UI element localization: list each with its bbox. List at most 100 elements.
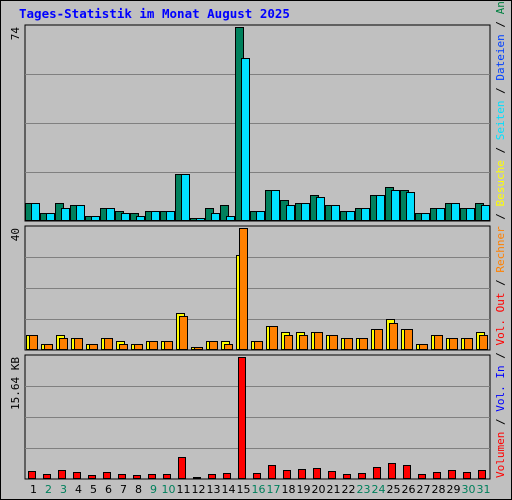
tick-label-day: 25: [387, 483, 401, 496]
bar-rechner-day-12: [194, 347, 203, 350]
legend-anfragen: Anfragen: [494, 0, 507, 14]
legend-rechner: Rechner: [494, 226, 507, 273]
bar-volumen-day-16: [253, 473, 261, 479]
bar-seiten-day-21: [331, 205, 340, 221]
bar-seiten-day-12: [196, 218, 205, 221]
tick-label-day: 13: [207, 483, 221, 496]
tick-label-day: 5: [90, 483, 97, 496]
bar-seiten-day-19: [301, 203, 310, 221]
bar-seiten-day-9: [151, 211, 160, 221]
tick-label-day: 16: [252, 483, 266, 496]
tick-label-day: 11: [177, 483, 191, 496]
tick-label-day: 20: [312, 483, 326, 496]
bar-rechner-day-7: [119, 344, 128, 350]
bar-seiten-day-14: [226, 216, 235, 221]
scale-label: 40: [9, 228, 22, 241]
bar-seiten-day-2: [46, 213, 55, 221]
bar-rechner-day-26: [404, 329, 413, 350]
bar-volumen-day-27: [418, 474, 426, 479]
bar-volumen-day-29: [448, 470, 456, 479]
bar-volumen-day-22: [343, 474, 351, 479]
bar-rechner-day-18: [284, 335, 293, 350]
bar-volumen-day-3: [58, 470, 66, 479]
tick-label-day: 18: [282, 483, 296, 496]
tick-label-day: 2: [45, 483, 52, 496]
bar-volumen-day-5: [88, 475, 96, 479]
legend-separator: /: [494, 206, 507, 226]
bar-rechner-day-22: [344, 338, 353, 350]
legend-volumen: Volumen: [494, 432, 507, 478]
bar-seiten-day-23: [361, 208, 370, 221]
tick-label-day: 30: [462, 483, 476, 496]
bar-rechner-day-15: [239, 228, 248, 350]
bar-rechner-day-17: [269, 326, 278, 350]
bar-volumen-day-1: [28, 471, 36, 479]
tick-label-day: 7: [120, 483, 127, 496]
panel-3: 15.64 KB: [9, 354, 491, 480]
bar-volumen-day-17: [268, 465, 276, 479]
legend-separator: /: [494, 140, 507, 160]
bar-volumen-day-19: [298, 469, 306, 479]
bar-seiten-day-30: [466, 208, 475, 221]
bar-volumen-day-21: [328, 471, 336, 479]
tick-label-day: 8: [135, 483, 142, 496]
legend-vol-in: Vol. In: [494, 365, 507, 411]
bar-rechner-day-25: [389, 323, 398, 350]
bar-rechner-day-9: [149, 341, 158, 350]
bar-volumen-day-28: [433, 472, 441, 479]
bar-rechner-day-13: [209, 341, 218, 350]
legend-separator: /: [494, 412, 507, 432]
bar-rechner-day-11: [179, 316, 188, 350]
bar-seiten-day-28: [436, 208, 445, 221]
bar-rechner-day-14: [224, 344, 233, 350]
bar-anfragen-day-14: [220, 205, 229, 221]
bar-volumen-day-7: [118, 474, 126, 479]
bar-volumen-day-26: [403, 465, 411, 479]
bar-rechner-day-21: [329, 335, 338, 350]
bar-volumen-day-12: [193, 477, 201, 479]
tick-label-day: 21: [327, 483, 341, 496]
bar-seiten-day-27: [421, 213, 430, 221]
legend-besuche: Besuche: [494, 160, 507, 206]
bar-rechner-day-28: [434, 335, 443, 350]
tick-label-day: 14: [222, 483, 236, 496]
bar-seiten-day-5: [91, 216, 100, 221]
bar-seiten-day-26: [406, 192, 415, 221]
bar-rechner-day-5: [89, 344, 98, 350]
tick-label-day: 27: [417, 483, 431, 496]
tick-label-day: 4: [75, 483, 82, 496]
bar-volumen-day-13: [208, 474, 216, 479]
tick-label-day: 24: [372, 483, 386, 496]
bar-seiten-day-16: [256, 211, 265, 221]
bar-volumen-day-23: [358, 473, 366, 479]
bar-seiten-day-24: [376, 195, 385, 221]
scale-label: 74: [9, 27, 22, 41]
bar-rechner-day-16: [254, 341, 263, 350]
tick-label-day: 12: [192, 483, 206, 496]
bar-rechner-day-27: [419, 344, 428, 350]
bar-rechner-day-30: [464, 338, 473, 350]
panel-2: 40: [9, 225, 491, 351]
bar-seiten-day-6: [106, 208, 115, 221]
bar-volumen-day-9: [148, 474, 156, 479]
bar-rechner-day-31: [479, 335, 488, 350]
bar-seiten-day-15: [241, 58, 250, 221]
bar-seiten-day-31: [481, 205, 490, 221]
bar-rechner-day-4: [74, 338, 83, 350]
bar-volumen-day-4: [73, 472, 81, 479]
bar-rechner-day-23: [359, 338, 368, 350]
bar-volumen-day-2: [43, 474, 51, 479]
bar-seiten-day-4: [76, 205, 85, 221]
tick-label-day: 6: [105, 483, 112, 496]
bar-seiten-day-20: [316, 197, 325, 221]
bar-rechner-day-10: [164, 341, 173, 350]
bar-rechner-day-24: [374, 329, 383, 350]
legend-separator: /: [494, 273, 507, 293]
bar-seiten-day-11: [181, 174, 190, 221]
bar-rechner-day-19: [299, 335, 308, 350]
bar-volumen-day-15: [238, 357, 246, 479]
tick-label-day: 23: [357, 483, 371, 496]
bar-seiten-day-8: [136, 216, 145, 221]
